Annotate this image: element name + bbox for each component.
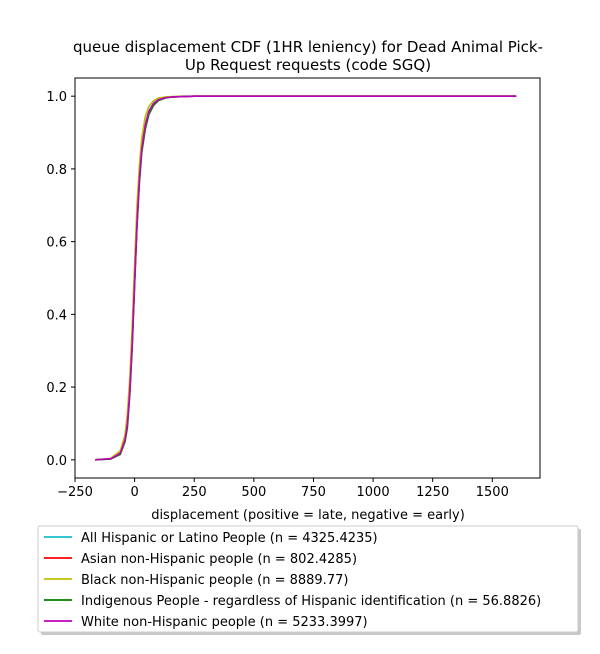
y-axis: 0.0 0.2 0.4 0.6 0.8 1.0 <box>46 90 75 469</box>
legend-label-3: Indigenous People - regardless of Hispan… <box>81 594 541 609</box>
series-line-1 <box>95 96 516 460</box>
legend-label-0: All Hispanic or Latino People (n = 4325.… <box>81 531 378 546</box>
series-line-0 <box>95 96 516 460</box>
x-tick-label: 0 <box>130 485 138 500</box>
y-tick-label: 1.0 <box>46 90 67 105</box>
series-line-3 <box>95 96 516 460</box>
x-tick-label: −250 <box>57 485 93 500</box>
x-axis: −250 0 250 500 750 1000 1250 1500 <box>57 478 509 500</box>
chart-title-line-2: Up Request requests (code SGQ) <box>185 56 431 74</box>
x-tick-label: 500 <box>241 485 266 500</box>
x-tick-label: 1500 <box>476 485 509 500</box>
x-axis-label: displacement (positive = late, negative … <box>151 508 465 523</box>
y-tick-label: 0.8 <box>46 163 67 178</box>
y-tick-label: 0.0 <box>46 454 67 469</box>
y-tick-label: 0.4 <box>46 308 67 323</box>
y-tick-label: 0.6 <box>46 236 67 251</box>
y-tick-label: 0.2 <box>46 381 67 396</box>
x-tick-label: 1250 <box>416 485 449 500</box>
legend-label-2: Black non-Hispanic people (n = 8889.77) <box>81 573 348 588</box>
series-lines <box>95 96 516 460</box>
x-tick-label: 750 <box>301 485 326 500</box>
legend-label-4: White non-Hispanic people (n = 5233.3997… <box>81 615 368 630</box>
series-line-2 <box>95 96 516 460</box>
x-tick-label: 250 <box>182 485 207 500</box>
legend-label-1: Asian non-Hispanic people (n = 802.4285) <box>81 552 357 567</box>
x-tick-label: 1000 <box>357 485 390 500</box>
series-line-4 <box>95 96 516 460</box>
chart-title-line-1: queue displacement CDF (1HR leniency) fo… <box>73 38 543 56</box>
legend: All Hispanic or Latino People (n = 4325.… <box>38 526 581 635</box>
